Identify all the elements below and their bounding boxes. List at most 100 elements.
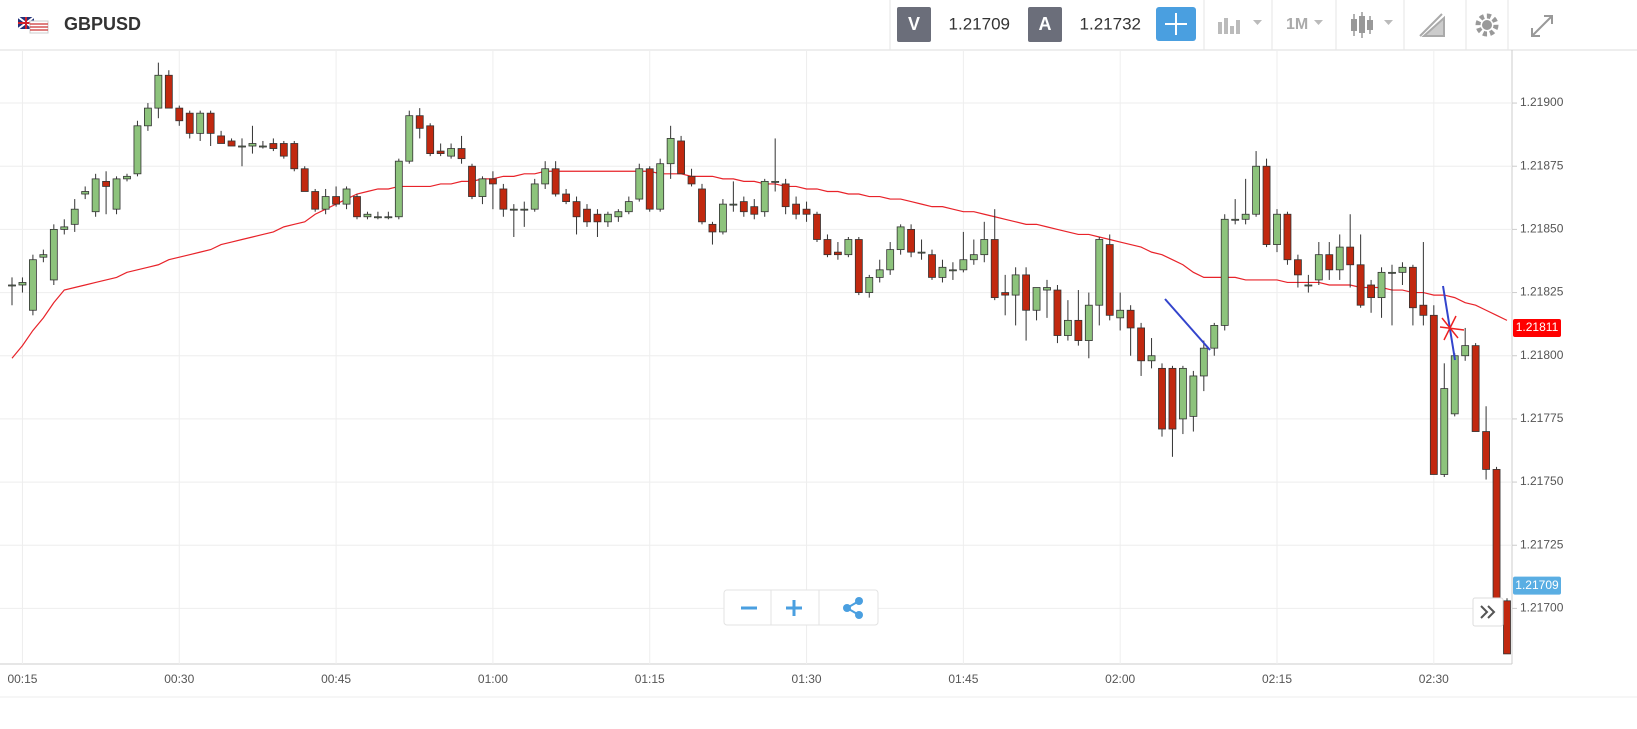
zoom-in-button[interactable] — [786, 600, 802, 616]
candle-body — [1356, 264, 1365, 306]
candle-body — [1262, 165, 1271, 245]
candle-body — [1011, 274, 1020, 296]
y-tick-label: 1.21750 — [1520, 474, 1564, 488]
candle-body — [1220, 218, 1229, 326]
candle-body — [1461, 345, 1470, 357]
candle-body — [60, 226, 69, 230]
x-tick-label: 00:45 — [321, 672, 351, 686]
candle-body — [8, 284, 16, 287]
candle-body — [185, 112, 194, 134]
candle-body — [1409, 266, 1417, 309]
candle-body — [1064, 319, 1072, 336]
toolbar — [0, 0, 1637, 50]
candle-body — [1314, 254, 1323, 281]
candle-body — [374, 216, 382, 219]
candle-body — [123, 175, 131, 180]
price-tag — [1513, 318, 1561, 337]
bid-badge — [897, 7, 931, 42]
candle-body — [823, 239, 832, 256]
x-tick-label: 02:15 — [1262, 672, 1292, 686]
x-tick-label: 00:15 — [7, 672, 37, 686]
candle-body — [760, 180, 769, 213]
candle-body — [907, 228, 915, 253]
candle-body — [802, 208, 811, 215]
candle-body — [520, 208, 529, 211]
plot: 1.21700 1.21725 1.21750 1.21775 1.21800 1.218… — [0, 50, 1564, 686]
candle-body — [248, 143, 257, 147]
candle-body — [1126, 309, 1135, 329]
candle-body — [1492, 469, 1501, 602]
candle-body — [750, 206, 759, 215]
flag-icon — [17, 16, 49, 34]
trend-line — [1442, 285, 1456, 361]
candle-body — [896, 226, 905, 251]
candle-body — [1179, 367, 1187, 420]
zoom-controls — [723, 589, 879, 626]
candle-body — [311, 191, 320, 210]
symbol: GBPUSD — [64, 14, 141, 34]
crosshair-icon — [1165, 13, 1187, 35]
candle-body — [196, 112, 205, 134]
candle-body — [624, 201, 633, 213]
price-tag-label: 1.21811 — [1516, 320, 1559, 334]
candle-body — [1210, 325, 1219, 349]
candle-body — [1147, 355, 1156, 362]
candle-body — [572, 201, 581, 218]
candle-body — [1137, 327, 1145, 362]
candle-body — [949, 269, 957, 272]
x-tick-label: 02:00 — [1105, 672, 1135, 686]
x-tick-label: 01:45 — [948, 672, 978, 686]
candle-body — [875, 269, 884, 278]
candle-body — [39, 254, 48, 258]
candle-body — [353, 196, 361, 218]
candle-body — [645, 168, 654, 210]
candle-body — [436, 150, 445, 154]
candle-body — [917, 251, 926, 254]
candle-body — [91, 178, 100, 213]
candle-body — [457, 148, 466, 160]
indicator-button[interactable] — [1218, 18, 1240, 34]
candle-body — [656, 163, 665, 210]
candle-body — [1231, 218, 1240, 221]
candle-body — [1419, 304, 1428, 316]
candle-body — [509, 208, 518, 211]
ask-price: 1.21732 — [1080, 14, 1141, 33]
candle-body — [259, 145, 267, 148]
collapse-button[interactable] — [1531, 15, 1553, 37]
scroll-end-button[interactable] — [1472, 597, 1504, 627]
candle-body — [499, 188, 508, 210]
marker — [1439, 315, 1465, 341]
x-tick-label: 01:00 — [478, 672, 508, 686]
timeframe-button[interactable]: 1M — [1286, 16, 1308, 33]
candle-body — [1032, 287, 1041, 311]
candle-body — [969, 254, 978, 261]
candle-body — [562, 193, 570, 203]
candle-body — [49, 228, 58, 281]
candle-body — [384, 216, 393, 219]
candle-body — [426, 125, 435, 154]
candle-body — [604, 213, 612, 223]
candle-body — [739, 201, 748, 213]
candle-body — [1283, 213, 1292, 261]
candle-body — [729, 203, 738, 206]
candle-body — [1388, 271, 1396, 274]
price-tag — [1513, 576, 1561, 595]
dropdown-arrow — [1253, 20, 1262, 25]
draw-button[interactable] — [1419, 13, 1445, 37]
candle-body — [844, 239, 853, 256]
candle-body — [81, 191, 90, 195]
candle-body — [1252, 165, 1260, 215]
candle-body — [530, 183, 539, 210]
settings-button[interactable] — [1475, 13, 1499, 37]
x-tick-label: 02:30 — [1419, 672, 1449, 686]
candle-body — [666, 138, 675, 165]
moving-average — [11, 170, 1508, 359]
y-tick-label: 1.21725 — [1520, 537, 1564, 551]
candle-body — [1503, 600, 1511, 655]
candle-body — [1377, 271, 1386, 299]
share-button[interactable] — [843, 597, 863, 619]
candle-body — [593, 213, 602, 223]
candle-body — [269, 143, 278, 149]
candle-body — [1294, 259, 1302, 276]
